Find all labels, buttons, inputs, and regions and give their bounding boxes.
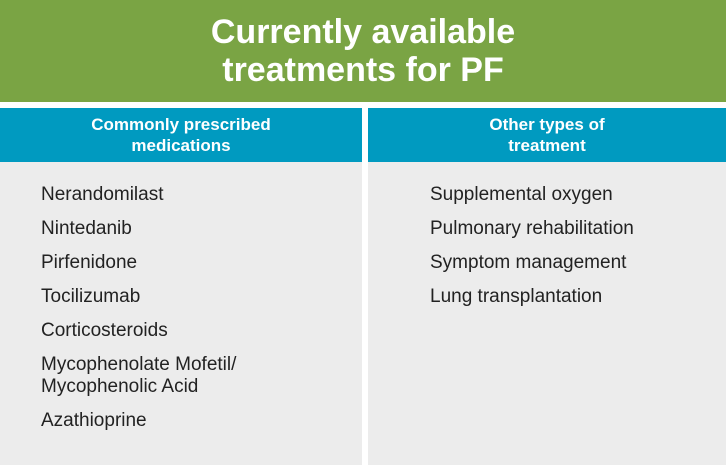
column-header: Commonly prescribed medications xyxy=(0,108,362,162)
column-header-text: Commonly prescribed medications xyxy=(91,115,271,155)
list-item: Corticosteroids xyxy=(41,320,168,341)
medications-list: Nerandomilast Nintedanib Pirfenidone Toc… xyxy=(41,184,301,444)
list-item: Supplemental oxygen xyxy=(430,184,613,205)
medications-column: Commonly prescribed medications Nerandom… xyxy=(0,108,362,465)
list-item: Tocilizumab xyxy=(41,286,141,307)
list-item: Pulmonary rehabilitation xyxy=(430,218,634,239)
column-header-text: Other types of treatment xyxy=(489,115,605,155)
list-item: Nintedanib xyxy=(41,218,132,239)
list-item: Mycophenolate Mofetil/ Mycophenolic Acid xyxy=(41,354,237,397)
other-treatments-list: Supplemental oxygen Pulmonary rehabilita… xyxy=(430,184,720,320)
other-treatments-column: Other types of treatment Supplemental ox… xyxy=(368,108,726,465)
list-item: Azathioprine xyxy=(41,410,147,431)
title-banner: Currently available treatments for PF xyxy=(0,0,726,102)
page-title: Currently available treatments for PF xyxy=(210,13,516,89)
list-item: Pirfenidone xyxy=(41,252,138,273)
list-item: Symptom management xyxy=(430,252,627,273)
column-header: Other types of treatment xyxy=(368,108,726,162)
list-item: Nerandomilast xyxy=(41,184,164,205)
list-item: Lung transplantation xyxy=(430,286,603,307)
